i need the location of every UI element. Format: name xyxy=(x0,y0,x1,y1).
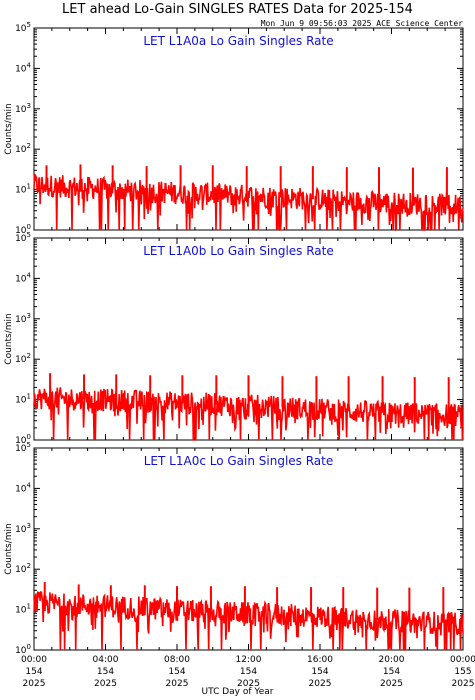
y-tick-exponent: 1 xyxy=(27,393,31,401)
x-tick-label-time: 16:00 xyxy=(307,655,333,665)
series-line xyxy=(33,173,464,232)
y-axis-label: Counts/min xyxy=(4,313,14,364)
y-tick-exponent: 2 xyxy=(27,352,31,360)
y-tick-exponent: 2 xyxy=(27,562,31,570)
y-tick-label: 101 xyxy=(15,183,31,196)
series-line xyxy=(33,387,464,441)
x-tick-label-year: 2025 xyxy=(452,679,475,689)
x-tick-label-time: 00:00 xyxy=(21,655,47,665)
x-tick-label-year: 2025 xyxy=(166,679,189,689)
y-axis-label: Counts/min xyxy=(4,103,14,154)
chart-title: LET ahead Lo-Gain SINGLES RATES Data for… xyxy=(62,2,413,17)
y-tick-label: 101 xyxy=(15,603,31,616)
x-tick-label-year: 2025 xyxy=(237,679,260,689)
y-tick-exponent: 1 xyxy=(27,603,31,611)
y-tick-label: 103 xyxy=(15,102,31,115)
x-tick-label-year: 2025 xyxy=(94,679,117,689)
y-tick-label: 102 xyxy=(15,562,31,575)
x-tick-label-day: 154 xyxy=(311,667,328,677)
y-tick-exponent: 4 xyxy=(27,271,32,279)
y-tick-label: 104 xyxy=(15,481,31,494)
y-axis-label: Counts/min xyxy=(4,523,14,574)
y-tick-exponent: 5 xyxy=(27,21,31,29)
y-tick-exponent: 0 xyxy=(27,433,31,441)
y-tick-label: 104 xyxy=(15,271,31,284)
x-tick-label-year: 2025 xyxy=(23,679,46,689)
y-tick-exponent: 0 xyxy=(27,223,31,231)
x-tick-label-day: 155 xyxy=(454,667,471,677)
y-tick-label: 102 xyxy=(15,352,31,365)
x-tick-label-time: 08:00 xyxy=(164,655,190,665)
y-tick-exponent: 2 xyxy=(27,142,31,150)
y-tick-exponent: 1 xyxy=(27,183,31,191)
x-tick-label-day: 154 xyxy=(240,667,257,677)
y-tick-label: 103 xyxy=(15,522,31,535)
y-tick-label: 105 xyxy=(15,21,31,34)
panel-title: LET L1A0b Lo Gain Singles Rate xyxy=(143,244,334,258)
generation-timestamp: Mon Jun 9 09:56:03 2025 ACE Science Cent… xyxy=(260,19,463,28)
x-axis-label: UTC Day of Year xyxy=(201,687,274,697)
y-tick-exponent: 0 xyxy=(27,643,31,651)
x-tick-label-year: 2025 xyxy=(380,679,403,689)
x-tick-label-time: 00:00 xyxy=(450,655,475,665)
x-tick-label-time: 12:00 xyxy=(236,655,262,665)
x-tick-label-day: 154 xyxy=(97,667,114,677)
y-tick-exponent: 4 xyxy=(27,61,32,69)
panel-title: LET L1A0a Lo Gain Singles Rate xyxy=(143,34,333,48)
x-tick-label-year: 2025 xyxy=(309,679,332,689)
x-tick-label-time: 04:00 xyxy=(93,655,119,665)
y-tick-exponent: 4 xyxy=(27,481,32,489)
x-tick-label-day: 154 xyxy=(383,667,400,677)
y-tick-label: 102 xyxy=(15,142,31,155)
y-tick-exponent: 3 xyxy=(27,522,31,530)
y-tick-label: 104 xyxy=(15,61,31,74)
y-tick-exponent: 3 xyxy=(27,312,31,320)
x-tick-label-day: 154 xyxy=(25,667,42,677)
y-tick-exponent: 5 xyxy=(27,231,31,239)
y-tick-label: 101 xyxy=(15,393,31,406)
panel-title: LET L1A0c Lo Gain Singles Rate xyxy=(144,454,334,468)
y-tick-exponent: 5 xyxy=(27,441,31,449)
series-line xyxy=(33,591,464,651)
x-tick-label-day: 154 xyxy=(168,667,185,677)
y-tick-exponent: 3 xyxy=(27,102,31,110)
x-tick-label-time: 20:00 xyxy=(379,655,405,665)
y-tick-label: 103 xyxy=(15,312,31,325)
